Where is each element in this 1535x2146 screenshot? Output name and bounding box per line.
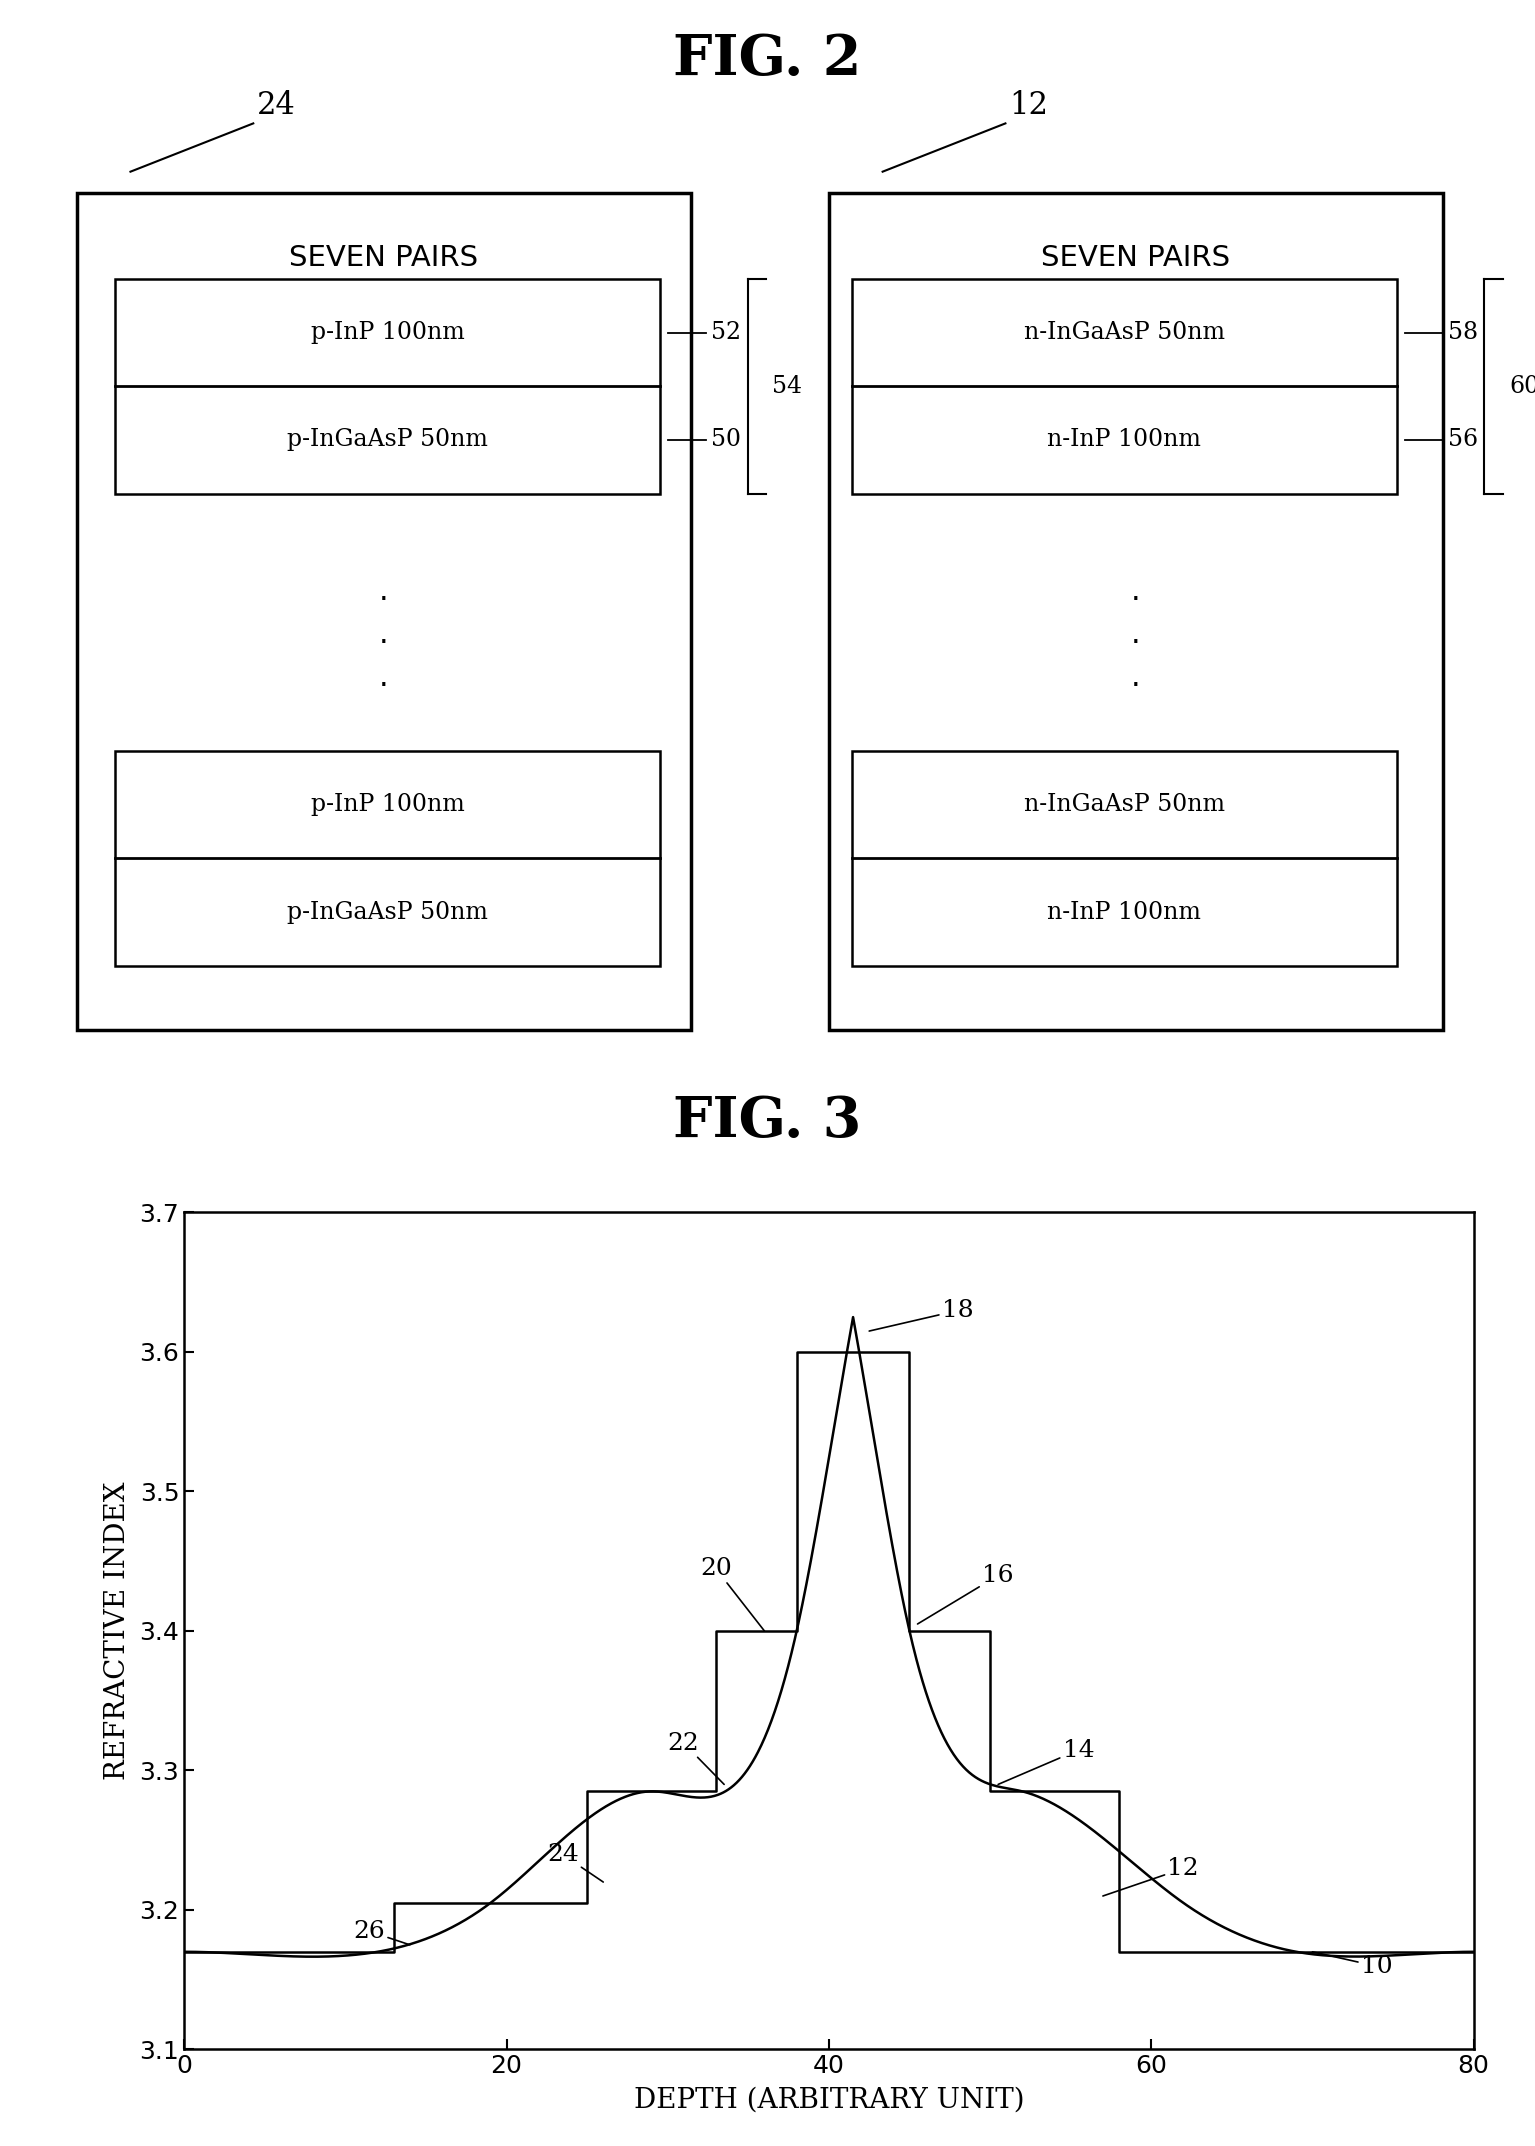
Text: ·: · (1131, 586, 1141, 616)
Text: 58: 58 (1448, 322, 1478, 343)
Text: 26: 26 (353, 1921, 410, 1944)
Text: 52: 52 (711, 322, 741, 343)
Text: ·: · (379, 672, 388, 702)
Text: 18: 18 (869, 1298, 973, 1331)
Text: 12: 12 (1008, 90, 1048, 120)
FancyBboxPatch shape (852, 751, 1397, 966)
FancyBboxPatch shape (77, 193, 691, 1030)
Text: 22: 22 (668, 1732, 725, 1785)
Text: n-InGaAsP 50nm: n-InGaAsP 50nm (1024, 794, 1225, 815)
Text: p-InGaAsP 50nm: p-InGaAsP 50nm (287, 429, 488, 451)
X-axis label: DEPTH (ARBITRARY UNIT): DEPTH (ARBITRARY UNIT) (634, 2086, 1024, 2114)
Text: 12: 12 (1102, 1856, 1199, 1897)
Text: 10: 10 (1312, 1953, 1392, 1979)
Text: SEVEN PAIRS: SEVEN PAIRS (1041, 242, 1231, 273)
Text: p-InP 100nm: p-InP 100nm (310, 322, 465, 343)
Text: p-InP 100nm: p-InP 100nm (310, 794, 465, 815)
Text: ·: · (1131, 629, 1141, 659)
Text: ·: · (379, 629, 388, 659)
Y-axis label: REFRACTIVE INDEX: REFRACTIVE INDEX (104, 1481, 130, 1781)
Text: n-InP 100nm: n-InP 100nm (1047, 901, 1202, 923)
Text: 54: 54 (772, 376, 803, 397)
FancyBboxPatch shape (115, 751, 660, 966)
Text: 20: 20 (700, 1558, 764, 1631)
Text: 60: 60 (1509, 376, 1535, 397)
Text: n-InGaAsP 50nm: n-InGaAsP 50nm (1024, 322, 1225, 343)
Text: FIG. 3: FIG. 3 (674, 1094, 861, 1148)
Text: SEVEN PAIRS: SEVEN PAIRS (289, 242, 479, 273)
Text: 16: 16 (918, 1564, 1013, 1625)
Text: ·: · (1131, 672, 1141, 702)
Text: 24: 24 (546, 1843, 603, 1882)
FancyBboxPatch shape (829, 193, 1443, 1030)
Text: 24: 24 (256, 90, 296, 120)
Text: 14: 14 (998, 1738, 1094, 1785)
Text: p-InGaAsP 50nm: p-InGaAsP 50nm (287, 901, 488, 923)
Text: 56: 56 (1448, 429, 1478, 451)
FancyBboxPatch shape (115, 279, 660, 494)
Text: FIG. 2: FIG. 2 (674, 32, 861, 88)
FancyBboxPatch shape (852, 279, 1397, 494)
Text: n-InP 100nm: n-InP 100nm (1047, 429, 1202, 451)
Text: ·: · (379, 586, 388, 616)
Text: 50: 50 (711, 429, 741, 451)
